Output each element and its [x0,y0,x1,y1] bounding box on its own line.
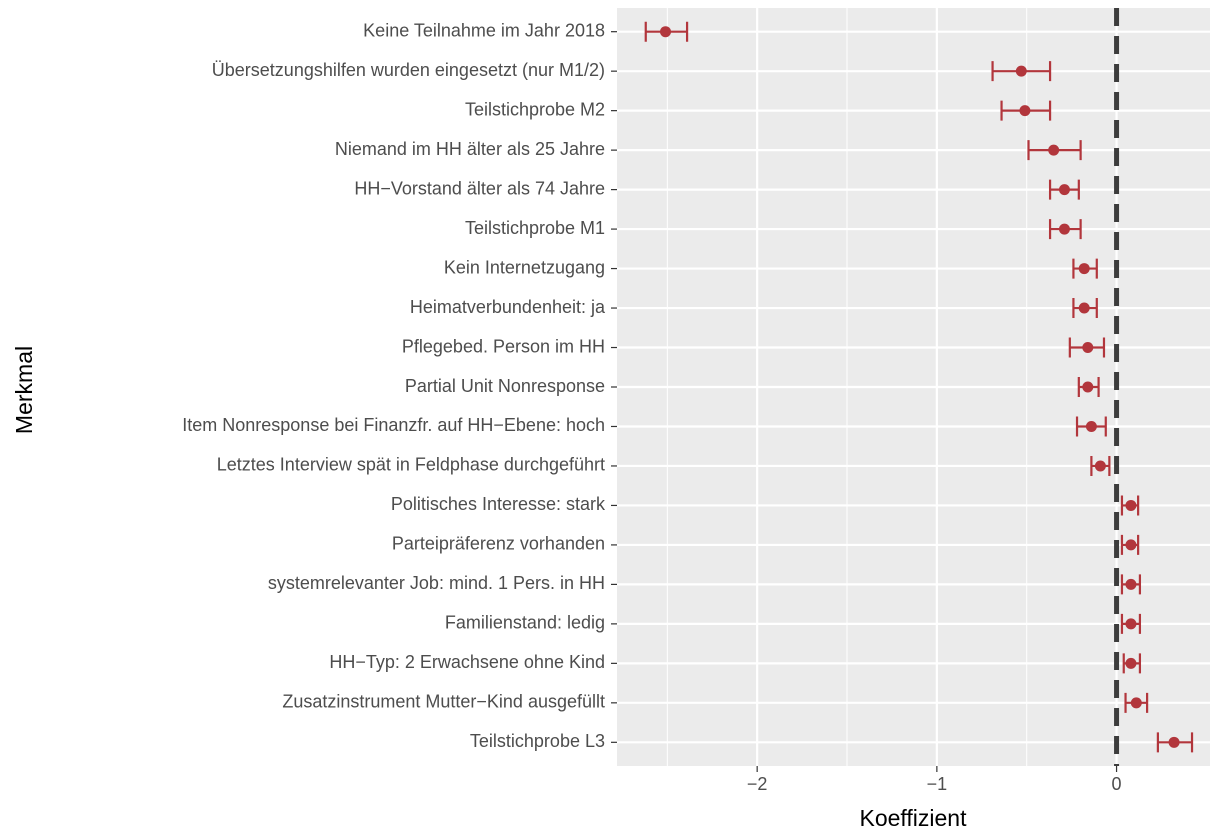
point [1085,420,1097,432]
y-axis-title: Merkmal [11,346,37,434]
y-tick-label: Teilstichprobe M2 [465,99,605,119]
point [1058,184,1070,196]
x-tick-label: −2 [747,774,768,794]
point [1125,618,1137,630]
point [1019,105,1031,117]
point [1125,499,1137,511]
point [1048,144,1060,156]
point [1125,657,1137,669]
point [1015,65,1027,77]
point [1130,697,1142,709]
y-tick-label: Teilstichprobe M1 [465,218,605,238]
y-tick-label: Item Nonresponse bei Finanzfr. auf HH−Eb… [182,415,605,435]
point [1168,736,1180,748]
x-tick-label: −1 [927,774,948,794]
point [1078,263,1090,275]
y-tick-label: Politisches Interesse: stark [391,494,606,514]
y-tick-label: Kein Internetzugang [444,257,605,277]
y-tick-label: Partial Unit Nonresponse [405,376,605,396]
y-tick-label: HH−Vorstand älter als 74 Jahre [354,178,605,198]
y-tick-label: HH−Typ: 2 Erwachsene ohne Kind [329,652,605,672]
y-tick-label: Parteipräferenz vorhanden [392,534,605,554]
y-tick-label: Pflegebed. Person im HH [402,336,605,356]
y-tick-label: systemrelevanter Job: mind. 1 Pers. in H… [268,573,605,593]
y-tick-label: Keine Teilnahme im Jahr 2018 [363,20,605,40]
y-tick-label: Übersetzungshilfen wurden eingesetzt (nu… [212,60,605,80]
x-tick-label: 0 [1112,774,1122,794]
point [1125,578,1137,590]
x-axis-title: Koeffizient [860,805,968,831]
point [1082,381,1094,393]
point [660,26,672,38]
y-tick-label: Teilstichprobe L3 [470,731,605,751]
point [1078,302,1090,314]
y-tick-label: Niemand im HH älter als 25 Jahre [335,139,605,159]
point [1058,223,1070,235]
point [1094,460,1106,472]
y-tick-label: Familienstand: ledig [445,613,605,633]
point [1125,539,1137,551]
y-tick-label: Heimatverbundenheit: ja [410,297,606,317]
point [1082,342,1094,354]
y-tick-label: Letztes Interview spät in Feldphase durc… [217,455,605,475]
y-tick-label: Zusatzinstrument Mutter−Kind ausgefüllt [282,692,605,712]
